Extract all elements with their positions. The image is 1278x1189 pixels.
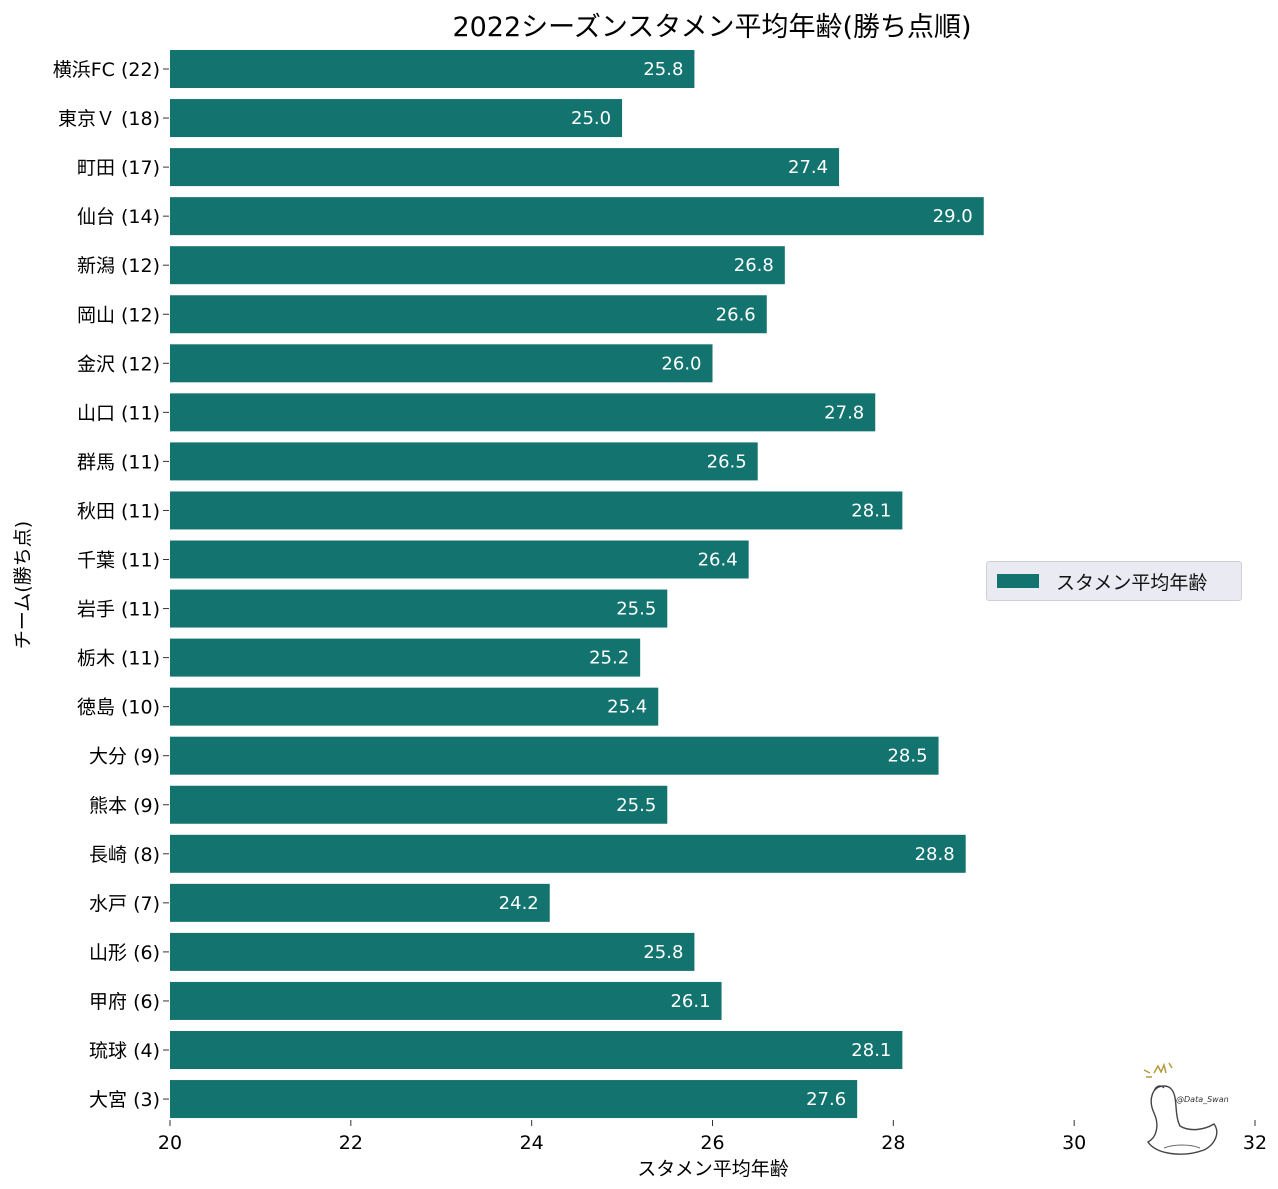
swan-logo-icon: @Data_Swan [1143,1062,1229,1155]
x-tick-label: 30 [1062,1132,1086,1154]
y-tick-label: 新潟 (12) [77,255,160,277]
bar-value-label: 28.5 [887,746,927,767]
x-tick-label: 20 [158,1132,182,1154]
y-tick-label: 岡山 (12) [77,304,160,326]
bar-value-label: 26.6 [716,304,756,325]
bar [170,393,876,432]
y-tick-label: 熊本 (9) [89,795,160,817]
bar [170,1080,858,1119]
bar-value-label: 24.2 [499,893,539,914]
bar-value-label: 25.8 [643,942,683,963]
y-axis-label: チーム(勝ち点) [12,521,34,649]
y-tick-label: 山形 (6) [89,942,160,964]
y-tick-label: 長崎 (8) [89,844,160,866]
bar-value-label: 28.1 [851,500,891,521]
y-tick-label: 大宮 (3) [89,1089,160,1111]
bar-value-label: 28.8 [915,844,955,865]
bar [170,638,641,677]
y-tick-label: 金沢 (12) [77,353,160,375]
bar-value-label: 25.8 [643,59,683,80]
bar-value-label: 27.8 [824,402,864,423]
bar [170,246,785,285]
bar [170,1031,903,1069]
watermark-text: @Data_Swan [1176,1095,1229,1104]
bar-value-label: 25.2 [589,648,629,669]
x-axis-label: スタメン平均年齢 [637,1158,788,1180]
bar [170,491,903,530]
bar-value-label: 29.0 [933,206,973,227]
bar-value-label: 27.6 [806,1089,846,1110]
legend-swatch [997,574,1039,588]
y-tick-label: 琉球 (4) [89,1040,160,1062]
x-tick-label: 32 [1243,1132,1267,1154]
bar-value-label: 26.1 [670,991,710,1012]
bar [170,540,749,579]
bar [170,442,758,481]
bar-value-label: 28.1 [851,1040,891,1061]
y-tick-label: 東京Ｖ (18) [58,108,160,130]
bar [170,834,966,873]
x-tick-label: 24 [520,1132,544,1154]
y-tick-label: 横浜FC (22) [53,59,160,81]
y-tick-label: 秋田 (11) [77,500,160,522]
bar-value-label: 25.5 [616,599,656,620]
bar [170,589,668,628]
x-tick-label: 26 [700,1132,724,1154]
y-tick-label: 千葉 (11) [77,550,160,572]
bar [170,148,840,187]
bar-value-label: 26.4 [698,550,738,571]
bar-value-label: 26.8 [734,255,774,276]
y-tick-label: 山口 (11) [77,402,160,424]
legend-label: スタメン平均年齢 [1056,571,1208,594]
bar [170,785,668,824]
bar [170,197,984,236]
bar [170,736,939,775]
bar-value-label: 26.5 [707,451,747,472]
bars: 25.8 25.0 27.4 29.0 26.8 26.6 26.0 27.8 26.5 28.1… [170,50,984,1119]
y-tick-label: 町田 (17) [77,157,160,179]
chart-title: 2022シーズンスタメン平均年齢(勝ち点順) [452,12,971,43]
y-tick-label: 仙台 (14) [77,206,160,228]
bar-value-label: 25.5 [616,795,656,816]
x-axis: 20 22 24 26 28 30 32 [158,1120,1267,1154]
y-tick-label: 徳島 (10) [77,697,160,719]
bar-value-label: 25.4 [607,697,647,718]
bar [170,99,623,138]
bar [170,883,550,922]
bar [170,344,713,383]
y-tick-label: 甲府 (6) [89,991,160,1013]
legend: スタメン平均年齢 [986,561,1242,601]
bar [170,295,767,334]
bar-value-label: 27.4 [788,157,828,178]
bar-value-label: 26.0 [661,353,701,374]
y-tick-label: 岩手 (11) [77,599,160,621]
bar [170,687,659,726]
bar [170,981,722,1020]
bar [170,50,695,88]
x-tick-label: 22 [339,1132,363,1154]
bar [170,932,695,971]
y-tick-label: 大分 (9) [89,746,160,768]
y-tick-label: 栃木 (11) [77,648,160,670]
bar-value-label: 25.0 [571,108,611,129]
x-tick-label: 28 [881,1132,905,1154]
y-tick-label: 群馬 (11) [77,451,160,473]
y-tick-label: 水戸 (7) [89,893,160,915]
y-tick-labels: 横浜FC (22) 東京Ｖ (18) 町田 (17) 仙台 (14) 新潟 (12) 岡山… [53,59,169,1111]
